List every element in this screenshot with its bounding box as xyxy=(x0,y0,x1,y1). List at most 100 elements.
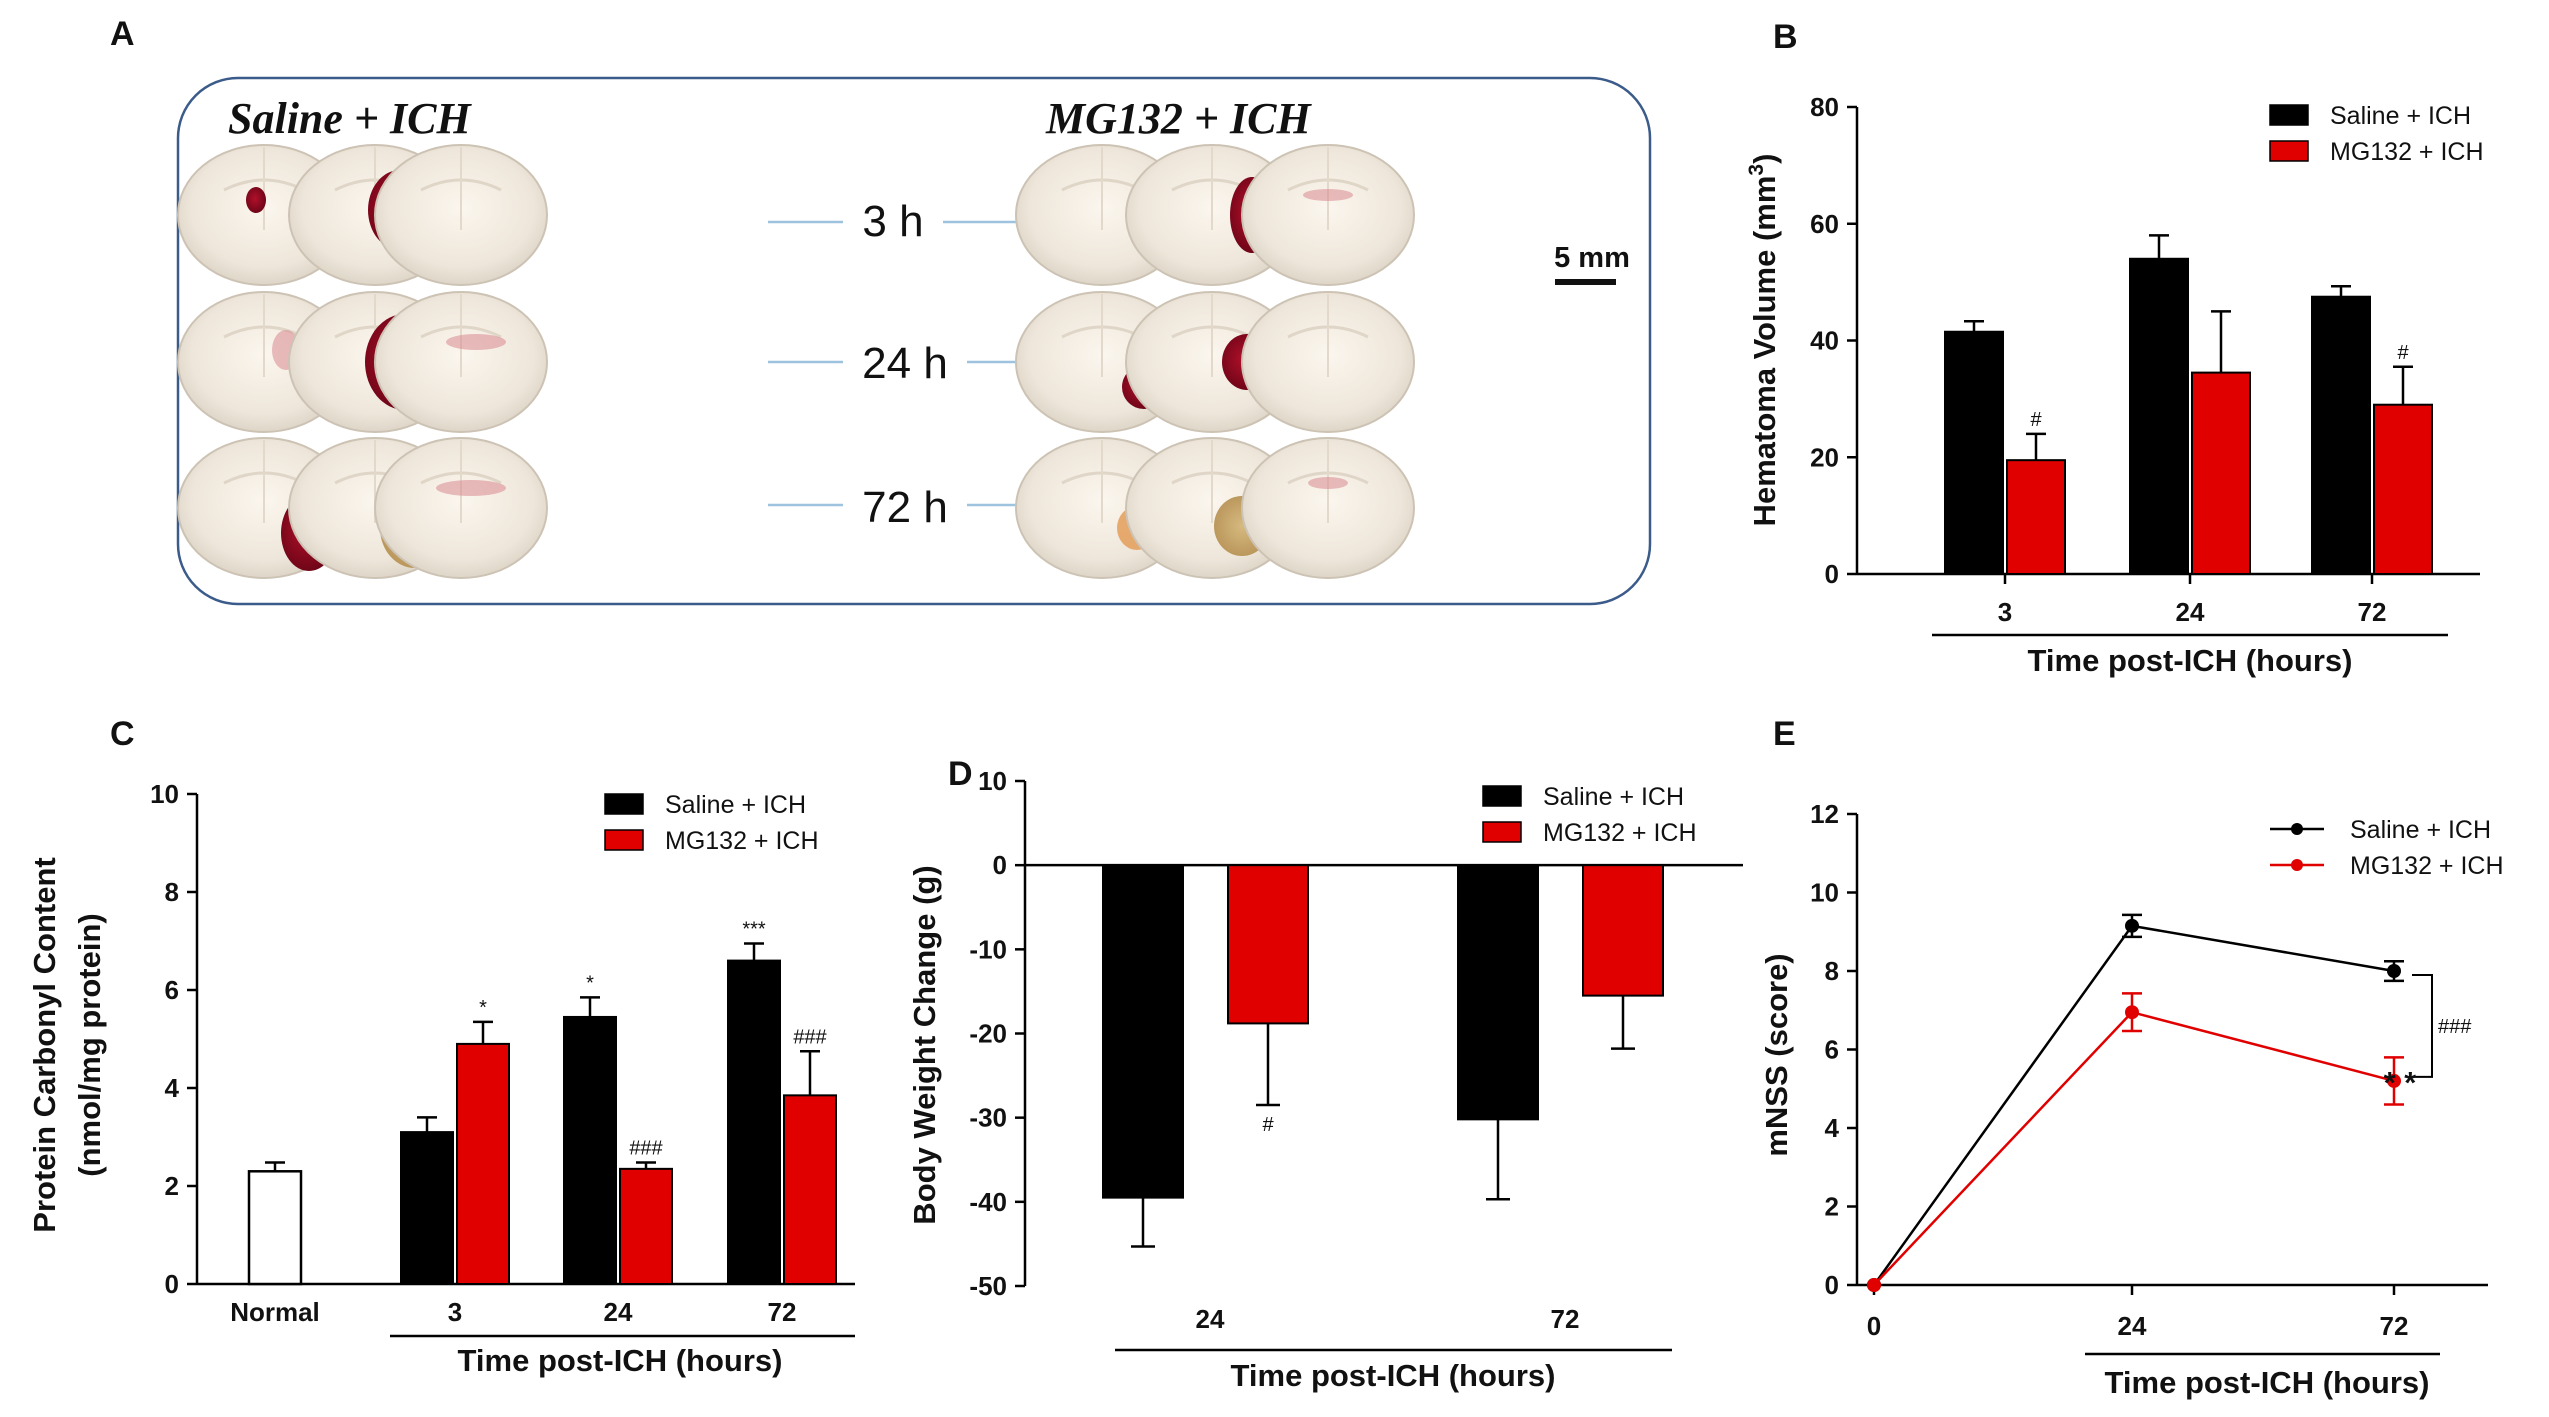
y-tick-label: 6 xyxy=(1825,1035,1839,1065)
hemorrhage-lesion xyxy=(436,480,506,496)
legend-label: Saline + ICH xyxy=(1543,783,1684,811)
bar xyxy=(1944,330,2004,575)
bar xyxy=(1227,864,1309,1025)
panel-letter-a: A xyxy=(110,15,135,53)
bar xyxy=(563,1015,617,1285)
panel-letter-e: E xyxy=(1773,715,1796,753)
x-axis-title: Time post-ICH (hours) xyxy=(458,1343,783,1378)
legend-swatch xyxy=(1482,785,1522,807)
y-tick-label: 2 xyxy=(1825,1192,1839,1222)
x-tick-label: 0 xyxy=(1867,1311,1881,1341)
bar-normal xyxy=(247,1170,303,1286)
photo-panel: Saline + ICH MG132 + ICH 3 h 24 h 72 h 5… xyxy=(176,76,1652,606)
y-tick-label: 40 xyxy=(1810,326,1839,356)
data-point xyxy=(1867,1278,1881,1292)
legend-label: MG132 + ICH xyxy=(1543,819,1697,847)
x-tick-label: Normal xyxy=(230,1297,320,1327)
x-axis-title: Time post-ICH (hours) xyxy=(1231,1358,1556,1393)
legend-marker xyxy=(2291,823,2303,835)
saline-ich-title: Saline + ICH xyxy=(228,94,472,143)
y-tick-label: 0 xyxy=(1825,1270,1839,1300)
y-tick-label: -10 xyxy=(969,934,1007,964)
hemorrhage-lesion xyxy=(246,187,266,213)
y-tick-label: 12 xyxy=(1810,799,1839,829)
significance-marker: * xyxy=(586,972,594,994)
significance-marker: # xyxy=(1262,1114,1274,1136)
bar xyxy=(2006,459,2066,576)
x-tick-label: 24 xyxy=(2118,1311,2147,1341)
legend-swatch xyxy=(604,829,644,851)
y-tick-label: -30 xyxy=(969,1103,1007,1133)
panel-letter-b: B xyxy=(1773,18,1798,56)
x-tick-label: 3 xyxy=(448,1297,462,1327)
y-axis-title: Body Weight Change (g) xyxy=(907,865,942,1224)
data-point xyxy=(2125,1005,2139,1020)
x-tick-label: 24 xyxy=(1196,1304,1225,1334)
x-tick-label: 72 xyxy=(2358,597,2387,627)
legend-label: Saline + ICH xyxy=(2330,102,2471,130)
brain-slices xyxy=(177,144,1415,579)
y-axis-title-end: ) xyxy=(1747,154,1782,164)
legend-marker xyxy=(2291,859,2303,871)
x-axis-title: Time post-ICH (hours) xyxy=(2105,1365,2430,1400)
significance-marker: ### xyxy=(629,1137,663,1159)
y-axis-title: Protein Carbonyl Content xyxy=(27,857,62,1232)
y-tick-label: 60 xyxy=(1810,209,1839,239)
x-tick-label: 72 xyxy=(1551,1304,1580,1334)
hemorrhage-lesion xyxy=(446,334,506,350)
y-tick-label: 10 xyxy=(150,779,179,809)
significance-marker: ### xyxy=(793,1026,827,1048)
bar xyxy=(2311,295,2371,575)
time-label-3h: 3 h xyxy=(862,197,923,246)
y-tick-label: 6 xyxy=(165,975,179,1005)
x-tick-label: 24 xyxy=(604,1297,633,1327)
legend-label: MG132 + ICH xyxy=(2350,852,2504,880)
x-tick-label: 72 xyxy=(2380,1311,2409,1341)
x-axis-title: Time post-ICH (hours) xyxy=(2028,643,2353,678)
data-point xyxy=(2387,1073,2401,1088)
data-point xyxy=(2125,918,2139,933)
y-tick-label: -20 xyxy=(969,1019,1007,1049)
bar xyxy=(400,1131,454,1285)
significance-marker: # xyxy=(2397,342,2409,364)
panel-letter-c: C xyxy=(110,715,135,753)
y-tick-label: -50 xyxy=(969,1271,1007,1301)
scale-bar-label: 5 mm xyxy=(1554,242,1630,274)
significance-marker: # xyxy=(2030,409,2042,431)
significance-marker: ### xyxy=(2438,1016,2472,1038)
brain-slice xyxy=(374,437,548,579)
y-axis-title: Hematoma Volume (mm3) xyxy=(1745,154,1782,527)
y-axis-title: mNSS (score) xyxy=(1759,953,1794,1156)
y-tick-label: 0 xyxy=(165,1269,179,1299)
y-tick-label: 0 xyxy=(1825,559,1839,589)
series-line-mg132 xyxy=(1873,1010,2395,1286)
series-line-saline xyxy=(1872,924,2395,1286)
y-axis-title-superscript: 3 xyxy=(1745,164,1768,176)
x-tick-label: 24 xyxy=(2176,597,2205,627)
y-tick-label: 10 xyxy=(1810,878,1839,908)
time-label-24h: 24 h xyxy=(862,339,948,388)
legend-label: Saline + ICH xyxy=(665,791,806,819)
brain-slice xyxy=(374,144,548,286)
bar xyxy=(456,1042,510,1286)
panel-letter-d: D xyxy=(948,755,973,793)
significance-marker: *** xyxy=(742,918,766,940)
bar xyxy=(2129,257,2189,575)
y-tick-label: 80 xyxy=(1810,92,1839,122)
legend-swatch xyxy=(604,793,644,815)
bar xyxy=(2191,371,2251,576)
y-tick-label: 8 xyxy=(165,877,179,907)
time-label-72h: 72 h xyxy=(862,483,948,532)
y-tick-label: 2 xyxy=(165,1171,179,1201)
chart-b-hematoma-volume: 0 20 40 60 80 3 24 72 # # Time post-ICH (hours) Hem… xyxy=(1745,92,2484,678)
bar xyxy=(727,959,781,1285)
hemorrhage-lesion xyxy=(1308,477,1348,489)
x-tick-label: 3 xyxy=(1998,597,2012,627)
bar xyxy=(783,1094,837,1285)
brain-slice xyxy=(1241,144,1415,286)
y-tick-label: 8 xyxy=(1825,956,1839,986)
significance-marker: * * xyxy=(2384,1065,2418,1100)
